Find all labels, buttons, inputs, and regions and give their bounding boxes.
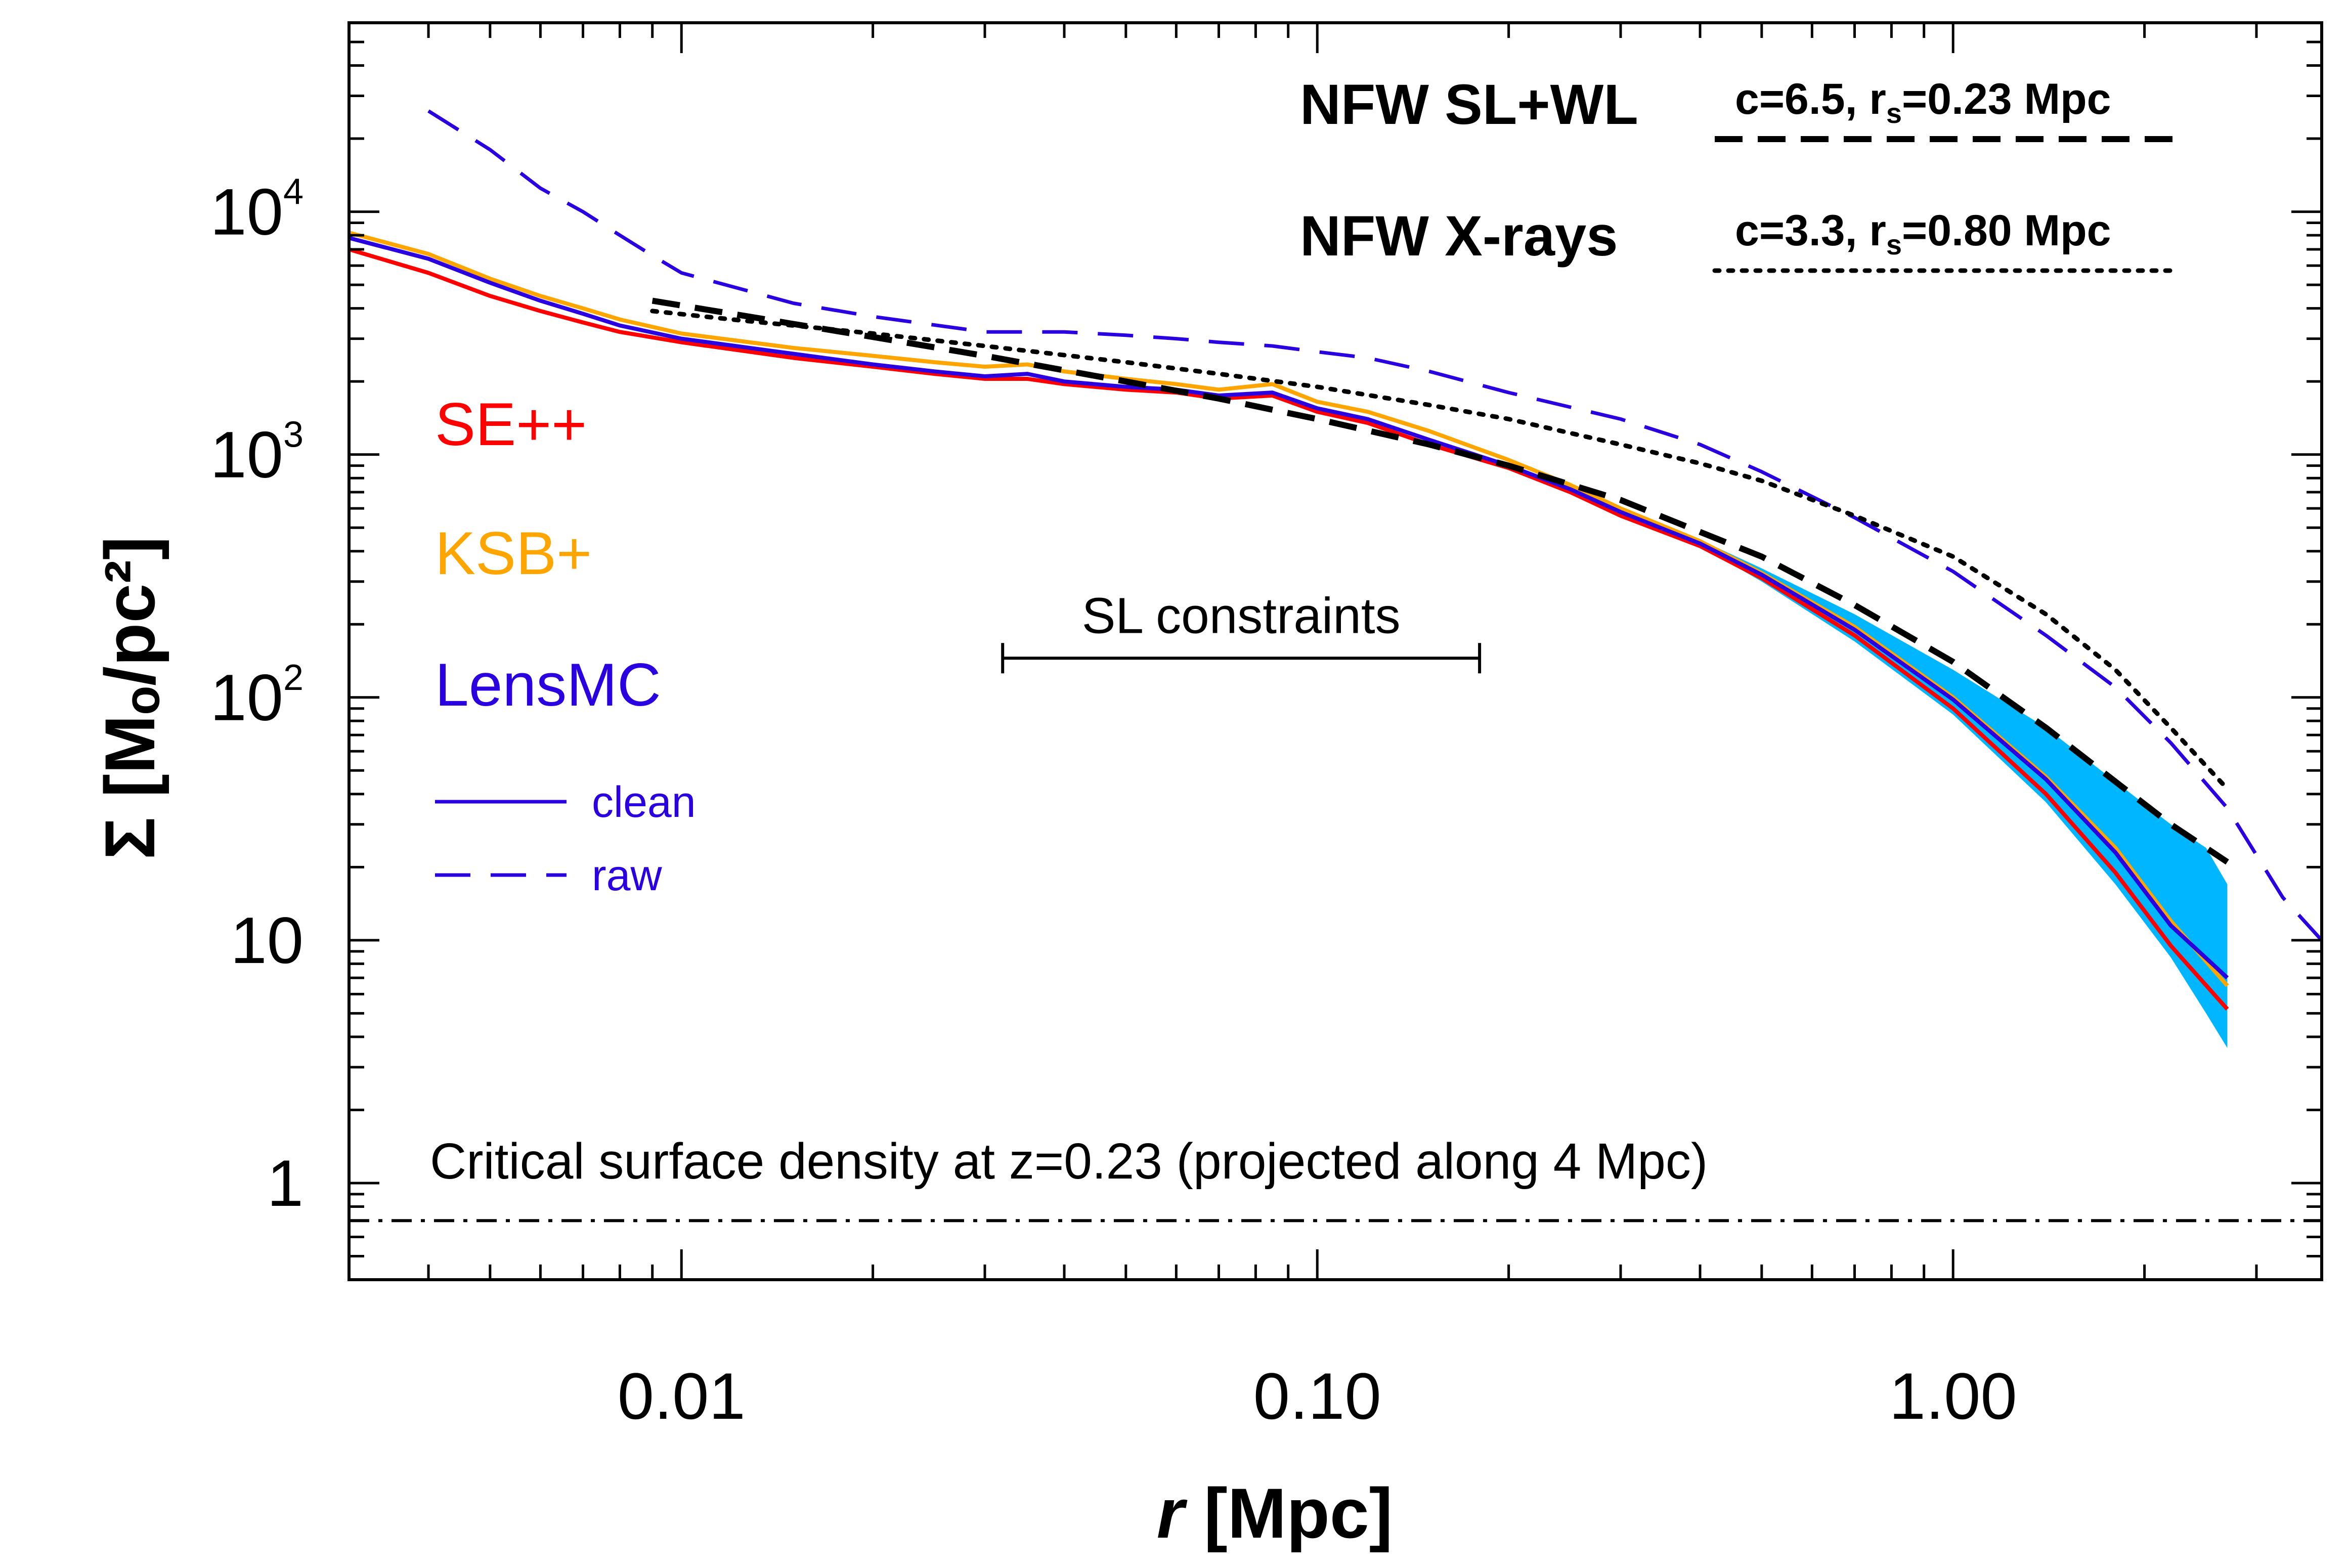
sl-constraints-label: SL constraints: [1082, 587, 1401, 644]
model-legend-nfw-sl-wl: NFW SL+WL: [1300, 73, 1638, 136]
y-tick-label: 10: [230, 903, 303, 977]
x-axis-label: r [Mpc]: [1157, 1473, 1393, 1553]
plot-frame: [347, 21, 2323, 1281]
y-tick-label: 104: [210, 172, 303, 249]
legend-ksb-: KSB+: [435, 519, 592, 587]
legend-label-clean: clean: [592, 778, 696, 826]
x-tick-label: 1.00: [1889, 1359, 2017, 1433]
y-tick-label: 102: [210, 658, 303, 734]
series-nfw-sl-wl: [651, 297, 2229, 865]
uncertainty-band: [1713, 546, 2228, 1048]
series-lensmc-raw: [427, 109, 2322, 942]
legend-label-raw: raw: [592, 851, 662, 900]
y-tick-label: 103: [210, 415, 303, 492]
legend-se-: SE++: [435, 390, 587, 458]
x-tick-label: 0.01: [618, 1359, 746, 1433]
x-tick-label: 0.10: [1253, 1359, 1381, 1433]
y-tick-label: 1: [267, 1146, 303, 1220]
critical-density-label: Critical surface density at z=0.23 (proj…: [430, 1133, 1708, 1190]
series-ksb-: [349, 231, 2229, 987]
model-params: c=6.5, rs=0.23 Mpc: [1735, 75, 2111, 129]
series-nfw-x-rays: [650, 309, 2230, 792]
model-params: c=3.3, rs=0.80 Mpc: [1735, 206, 2111, 260]
y-axis-label: Σ [Mₒ/pc²]: [90, 536, 169, 859]
model-legend-nfw-x-rays: NFW X-rays: [1300, 204, 1618, 268]
legend-lensmc: LensMC: [435, 651, 661, 719]
